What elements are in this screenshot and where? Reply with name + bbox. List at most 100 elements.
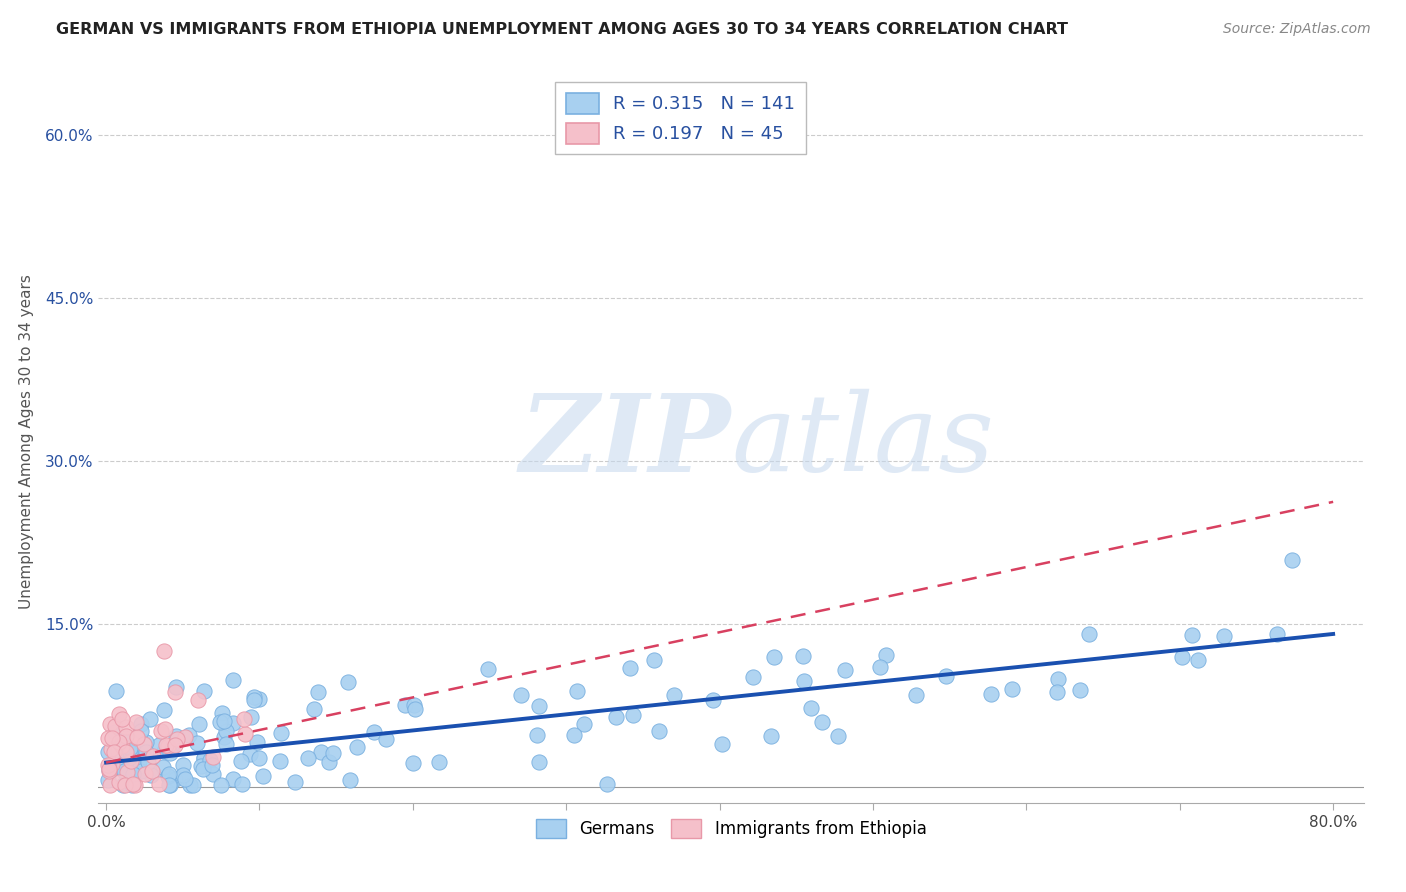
Point (129, 723, 152, 738)
Text: atlas: atlas (731, 389, 994, 494)
Point (181, 779, 204, 793)
Point (346, 739, 368, 754)
Point (574, 717, 596, 731)
Point (1078, 627, 1101, 641)
Point (97, 763, 120, 777)
Point (662, 688, 685, 702)
Point (208, 714, 231, 729)
Point (129, 764, 152, 779)
Point (136, 755, 159, 769)
Point (179, 779, 201, 793)
Point (97, 731, 120, 745)
Point (165, 680, 187, 694)
Point (115, 763, 138, 777)
Point (270, 726, 292, 740)
Point (1046, 672, 1069, 686)
Point (100, 741, 122, 756)
Point (869, 660, 891, 674)
Point (156, 769, 179, 783)
Point (1181, 627, 1204, 641)
Point (1001, 681, 1024, 696)
Point (120, 754, 142, 768)
Point (647, 724, 669, 739)
Y-axis label: Unemployment Among Ages 30 to 34 years: Unemployment Among Ages 30 to 34 years (18, 274, 34, 609)
Point (834, 663, 856, 677)
Point (111, 739, 134, 754)
Point (165, 729, 187, 743)
Point (792, 648, 814, 663)
Point (363, 724, 385, 739)
Point (191, 762, 214, 776)
Point (115, 720, 138, 734)
Point (124, 779, 146, 793)
Point (114, 779, 136, 793)
Point (621, 707, 644, 722)
Point (269, 755, 291, 769)
Point (243, 690, 266, 704)
Point (105, 683, 128, 698)
Point (1281, 553, 1303, 567)
Point (302, 702, 325, 716)
Point (565, 683, 588, 698)
Point (307, 685, 329, 699)
Point (297, 751, 319, 765)
Point (284, 775, 307, 789)
Point (318, 755, 340, 769)
Point (702, 693, 724, 707)
Point (111, 779, 134, 793)
Point (619, 661, 641, 675)
Point (153, 744, 176, 758)
Point (127, 731, 149, 745)
Point (129, 716, 152, 731)
Point (97, 772, 120, 787)
Point (104, 719, 127, 733)
Point (118, 751, 141, 765)
Point (596, 777, 619, 791)
Point (135, 745, 157, 759)
Point (138, 712, 160, 726)
Point (246, 735, 269, 749)
Point (172, 758, 194, 772)
Point (186, 735, 208, 749)
Point (339, 772, 361, 787)
Point (643, 653, 665, 667)
Point (243, 692, 266, 706)
Point (100, 763, 122, 777)
Text: GERMAN VS IMMIGRANTS FROM ETHIOPIA UNEMPLOYMENT AMONG AGES 30 TO 34 YEARS CORREL: GERMAN VS IMMIGRANTS FROM ETHIOPIA UNEMP… (56, 22, 1069, 37)
Point (337, 674, 360, 689)
Point (212, 714, 235, 728)
Point (157, 769, 180, 783)
Point (193, 684, 215, 698)
Point (527, 699, 550, 714)
Point (193, 751, 215, 765)
Point (122, 766, 145, 780)
Point (152, 760, 174, 774)
Point (215, 724, 238, 739)
Point (163, 685, 186, 699)
Point (209, 779, 232, 793)
Point (239, 747, 262, 762)
Point (148, 738, 170, 752)
Point (131, 747, 153, 762)
Point (564, 727, 586, 741)
Point (157, 779, 180, 793)
Point (155, 738, 177, 752)
Point (605, 710, 627, 724)
Point (526, 728, 548, 742)
Point (527, 755, 550, 769)
Point (827, 729, 849, 743)
Point (98, 779, 121, 793)
Point (193, 750, 215, 764)
Point (114, 731, 136, 745)
Point (112, 764, 135, 778)
Point (375, 732, 398, 747)
Point (1265, 626, 1288, 640)
Point (108, 735, 131, 749)
Point (159, 779, 181, 793)
Point (173, 730, 195, 744)
Point (404, 702, 426, 716)
Point (141, 764, 163, 779)
Point (125, 714, 148, 729)
Point (115, 729, 138, 743)
Point (229, 755, 252, 769)
